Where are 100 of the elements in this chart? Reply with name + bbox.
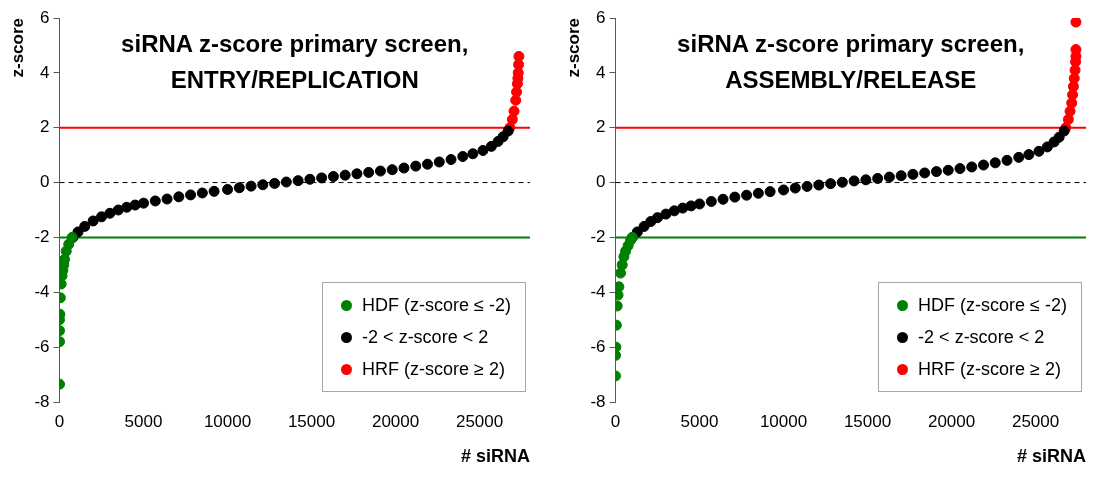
- point: [1001, 154, 1013, 166]
- point: [374, 165, 386, 177]
- point: [836, 176, 848, 188]
- point: [292, 175, 304, 187]
- point: [161, 193, 173, 205]
- y-tick-label: -6: [590, 336, 606, 356]
- x-tick-label: 10000: [203, 411, 252, 431]
- point: [801, 180, 813, 192]
- y-tick-label: 6: [596, 7, 606, 27]
- point: [104, 207, 116, 219]
- point: [966, 161, 978, 173]
- point: [778, 184, 790, 196]
- point: [304, 173, 316, 185]
- point: [508, 105, 520, 117]
- y-tick-label: -4: [590, 281, 606, 301]
- x-tick-label: 15000: [843, 411, 892, 431]
- point: [339, 169, 351, 181]
- y-tick-label: 0: [40, 172, 50, 192]
- point: [729, 191, 741, 203]
- point: [813, 179, 825, 191]
- point: [895, 170, 907, 182]
- point: [907, 168, 919, 180]
- point: [257, 179, 269, 191]
- x-axis-title: # siRNA: [1016, 446, 1086, 467]
- point: [1070, 18, 1082, 28]
- point: [513, 50, 525, 62]
- point: [222, 183, 234, 195]
- point: [467, 148, 479, 160]
- y-axis-title: z-score: [563, 18, 583, 78]
- x-tick-label: 10000: [759, 411, 808, 431]
- point: [705, 196, 717, 207]
- point: [954, 163, 966, 175]
- x-tick-label: 0: [610, 411, 621, 431]
- point: [872, 172, 884, 184]
- point: [280, 176, 292, 188]
- point: [615, 281, 625, 293]
- y-axis-title: z-score: [7, 18, 27, 78]
- point: [233, 182, 245, 194]
- point: [351, 168, 363, 180]
- point: [919, 167, 931, 179]
- point: [668, 205, 680, 217]
- point: [741, 189, 753, 201]
- point: [196, 187, 208, 199]
- x-tick-label: 0: [54, 411, 65, 431]
- point: [764, 186, 776, 198]
- point: [269, 177, 281, 189]
- point: [942, 164, 954, 176]
- x-tick-label: 5000: [680, 411, 719, 431]
- y-tick-label: -4: [34, 281, 50, 301]
- point: [930, 166, 942, 178]
- point: [79, 220, 91, 232]
- point: [422, 158, 433, 170]
- y-tick-label: -8: [34, 391, 50, 411]
- point: [316, 172, 328, 184]
- point: [989, 157, 1001, 169]
- point: [410, 160, 422, 172]
- point: [457, 151, 469, 163]
- legend-label: HRF (z-score ≥ 2): [918, 358, 1061, 381]
- x-axis-title: # siRNA: [460, 446, 530, 467]
- point: [477, 144, 489, 156]
- point: [1041, 141, 1053, 153]
- legend-label: -2 < z-score < 2: [918, 326, 1045, 349]
- x-tick-label: 20000: [371, 411, 420, 431]
- point: [327, 171, 339, 183]
- y-tick-label: -2: [590, 227, 606, 247]
- point: [717, 193, 729, 205]
- point: [789, 182, 801, 194]
- point: [149, 195, 161, 207]
- x-tick-label: 15000: [287, 411, 336, 431]
- text: siRNA z-score primary screen, ASSEMBLY/RELEASE: [676, 29, 1026, 95]
- point: [445, 154, 457, 166]
- point: [398, 162, 410, 174]
- point: [652, 212, 664, 224]
- point: [138, 197, 150, 209]
- y-tick-label: 6: [40, 7, 50, 27]
- y-tick-label: 0: [596, 172, 606, 192]
- y-tick-label: 2: [596, 117, 606, 137]
- point: [185, 189, 197, 201]
- point: [87, 215, 99, 227]
- point: [848, 175, 860, 187]
- x-tick-label: 25000: [455, 411, 504, 431]
- legend-label: HDF (z-score ≤ -2): [918, 294, 1067, 317]
- legend-label: HDF (z-score ≤ -2): [362, 294, 511, 317]
- point: [883, 171, 895, 183]
- point: [112, 204, 124, 216]
- x-tick-label: 5000: [124, 411, 163, 431]
- x-tick-label: 20000: [927, 411, 976, 431]
- point: [433, 156, 445, 168]
- point: [694, 198, 706, 210]
- y-tick-label: 4: [596, 62, 606, 82]
- legend-label: -2 < z-score < 2: [362, 326, 489, 349]
- point: [1023, 149, 1035, 161]
- point: [978, 159, 989, 171]
- point: [825, 178, 837, 190]
- point: [363, 166, 375, 178]
- point: [386, 164, 398, 176]
- point: [1013, 151, 1025, 163]
- y-tick-label: -6: [34, 336, 50, 356]
- y-tick-label: -2: [34, 227, 50, 247]
- y-tick-label: -8: [590, 391, 606, 411]
